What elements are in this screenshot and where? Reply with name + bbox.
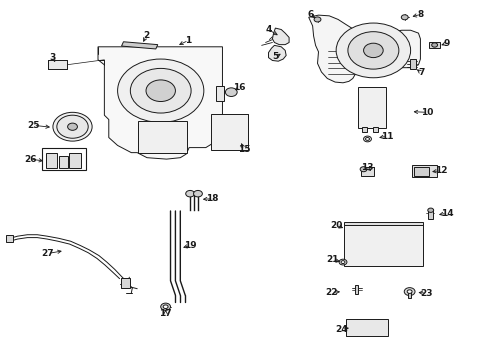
Bar bbox=[46, 153, 57, 168]
Polygon shape bbox=[122, 42, 158, 49]
Text: 12: 12 bbox=[435, 166, 447, 175]
Circle shape bbox=[366, 138, 369, 140]
Text: 21: 21 bbox=[326, 256, 339, 264]
Bar bbox=[414, 167, 429, 176]
Text: 18: 18 bbox=[206, 194, 219, 203]
Text: 20: 20 bbox=[330, 221, 343, 230]
Circle shape bbox=[432, 43, 438, 47]
Text: 17: 17 bbox=[159, 309, 172, 318]
Bar bbox=[6, 235, 13, 242]
Text: 15: 15 bbox=[238, 145, 250, 154]
Text: 22: 22 bbox=[325, 288, 338, 297]
Circle shape bbox=[57, 115, 88, 138]
Polygon shape bbox=[269, 45, 286, 61]
Circle shape bbox=[130, 68, 191, 113]
Circle shape bbox=[341, 261, 345, 264]
Circle shape bbox=[339, 259, 347, 265]
Text: 4: 4 bbox=[265, 25, 272, 34]
Bar bbox=[344, 222, 423, 225]
Text: 27: 27 bbox=[42, 249, 54, 258]
Text: 19: 19 bbox=[184, 241, 196, 250]
Bar bbox=[346, 319, 388, 336]
Text: 11: 11 bbox=[381, 132, 393, 140]
Circle shape bbox=[186, 190, 195, 197]
Text: 13: 13 bbox=[361, 163, 374, 172]
Text: 24: 24 bbox=[336, 325, 348, 333]
Text: 1: 1 bbox=[186, 36, 192, 45]
Text: 3: 3 bbox=[50, 53, 56, 62]
Bar bbox=[69, 153, 81, 168]
Bar bbox=[358, 87, 386, 128]
Bar bbox=[344, 225, 423, 266]
Text: 23: 23 bbox=[420, 289, 433, 297]
Text: 9: 9 bbox=[443, 39, 450, 48]
Circle shape bbox=[336, 23, 411, 78]
Circle shape bbox=[364, 43, 383, 58]
Circle shape bbox=[53, 112, 92, 141]
Bar bbox=[412, 165, 437, 177]
Circle shape bbox=[348, 32, 399, 69]
Circle shape bbox=[118, 59, 204, 122]
Text: 26: 26 bbox=[24, 154, 37, 163]
Circle shape bbox=[360, 167, 367, 172]
Text: 2: 2 bbox=[143, 31, 149, 40]
Bar bbox=[355, 285, 358, 294]
Bar bbox=[42, 148, 86, 170]
Circle shape bbox=[194, 190, 202, 197]
Text: 16: 16 bbox=[233, 83, 245, 92]
Text: 7: 7 bbox=[418, 68, 425, 77]
Circle shape bbox=[401, 15, 408, 20]
Circle shape bbox=[428, 208, 434, 212]
Polygon shape bbox=[309, 15, 420, 83]
Circle shape bbox=[68, 123, 77, 130]
Bar bbox=[59, 156, 68, 168]
Bar bbox=[138, 121, 187, 153]
Text: 10: 10 bbox=[421, 108, 434, 117]
Circle shape bbox=[407, 290, 412, 293]
Circle shape bbox=[163, 305, 168, 309]
Bar bbox=[408, 290, 411, 298]
Bar bbox=[428, 209, 433, 219]
Circle shape bbox=[364, 136, 371, 142]
Circle shape bbox=[161, 303, 171, 310]
Text: 6: 6 bbox=[308, 10, 314, 19]
Bar bbox=[121, 278, 130, 288]
Text: 14: 14 bbox=[441, 209, 453, 217]
Bar bbox=[362, 127, 367, 132]
Bar bbox=[211, 114, 248, 150]
Circle shape bbox=[225, 88, 237, 96]
Bar bbox=[373, 127, 378, 132]
Bar bbox=[410, 59, 416, 69]
Bar bbox=[216, 86, 224, 101]
Text: 8: 8 bbox=[417, 10, 423, 19]
Bar bbox=[429, 42, 440, 48]
Bar bbox=[361, 167, 374, 176]
Circle shape bbox=[404, 288, 415, 296]
Circle shape bbox=[314, 17, 321, 22]
Polygon shape bbox=[98, 47, 222, 159]
Bar bbox=[48, 60, 67, 69]
Circle shape bbox=[146, 80, 175, 102]
Polygon shape bbox=[272, 28, 289, 45]
Text: 5: 5 bbox=[273, 52, 279, 61]
Text: 25: 25 bbox=[27, 121, 40, 130]
